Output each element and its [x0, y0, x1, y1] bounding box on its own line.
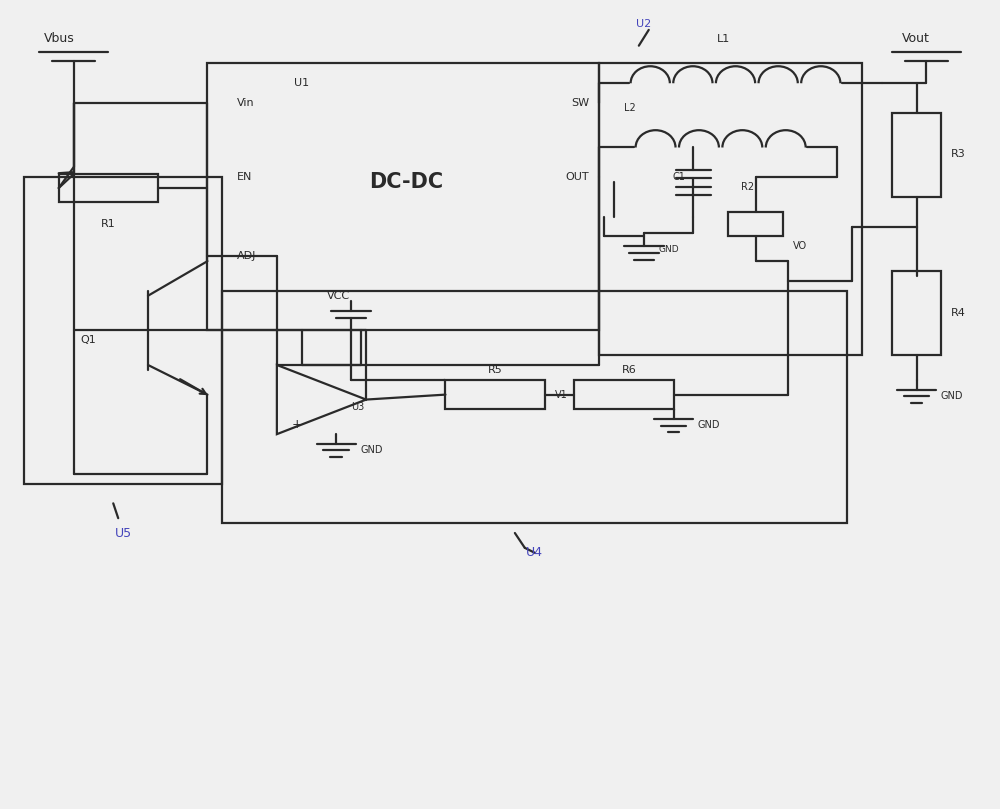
Bar: [59, 174, 158, 202]
Bar: [728, 212, 783, 236]
Text: U3: U3: [351, 402, 365, 413]
Text: DC-DC: DC-DC: [369, 172, 443, 192]
Text: L1: L1: [716, 34, 730, 44]
Text: Vbus: Vbus: [44, 32, 75, 45]
Text: R6: R6: [622, 365, 636, 375]
Text: R1: R1: [101, 218, 116, 229]
Text: SW: SW: [571, 98, 589, 108]
Bar: [207, 63, 599, 330]
Text: U2: U2: [636, 19, 651, 29]
Bar: [574, 379, 674, 409]
Text: R2: R2: [741, 182, 754, 192]
Text: EN: EN: [237, 172, 253, 182]
Text: VO: VO: [793, 241, 807, 252]
Text: C1: C1: [672, 172, 685, 182]
Bar: [222, 290, 847, 523]
Text: GND: GND: [940, 391, 963, 400]
Text: GND: GND: [360, 445, 383, 455]
Text: U4: U4: [526, 546, 543, 559]
Text: R4: R4: [951, 307, 966, 318]
Text: GND: GND: [697, 420, 720, 430]
Text: VCC: VCC: [326, 290, 350, 301]
Text: GND: GND: [659, 245, 679, 254]
Text: +: +: [291, 417, 302, 430]
Text: OUT: OUT: [566, 172, 589, 182]
Text: L2: L2: [624, 103, 636, 113]
Text: U5: U5: [115, 527, 132, 540]
Text: Q1: Q1: [81, 335, 96, 345]
Text: V1: V1: [555, 390, 567, 400]
Text: U1: U1: [294, 78, 309, 88]
Text: R3: R3: [951, 150, 966, 159]
Text: R5: R5: [488, 365, 502, 375]
Text: Vin: Vin: [237, 98, 255, 108]
Text: ADJ: ADJ: [237, 252, 257, 261]
Bar: [892, 271, 941, 355]
Bar: [892, 113, 941, 197]
Bar: [445, 379, 545, 409]
Text: Vout: Vout: [902, 32, 930, 45]
Bar: [24, 177, 222, 484]
Bar: [599, 63, 862, 355]
